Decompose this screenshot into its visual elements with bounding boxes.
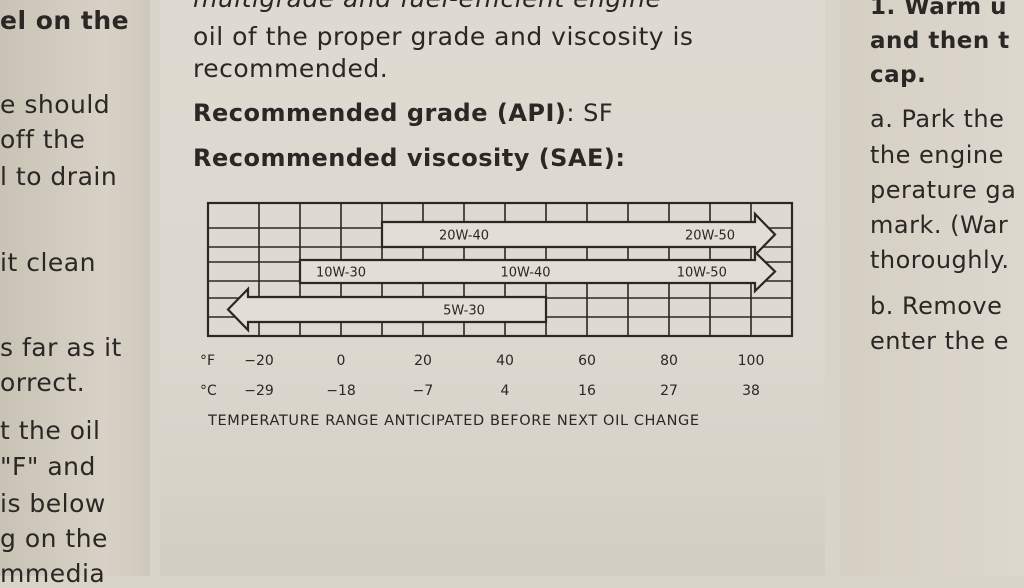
tick-label-c: 27	[660, 383, 678, 399]
band-label: 5W-30	[443, 304, 485, 319]
left-column-line: off the	[0, 125, 86, 154]
right-column-line: the engine	[870, 141, 1004, 169]
intro-line-3: recommended.	[193, 54, 389, 83]
band-arrow-2	[226, 286, 548, 333]
tick-label-c: 38	[742, 383, 760, 399]
band-label: 20W-40	[439, 229, 489, 244]
left-column-line: s far as it	[0, 333, 122, 362]
chart-bands: 20W-40 20W-50 10W-30 10W-40 10W-50 5W-30	[226, 211, 777, 333]
right-column-line: perature ga	[870, 176, 1017, 204]
grade-label: Recommended grade (API)	[193, 99, 567, 127]
band-arrow-0	[380, 211, 777, 258]
left-column-line: is below	[0, 489, 106, 518]
chart-caption: TEMPERATURE RANGE ANTICIPATED BEFORE NEX…	[207, 413, 700, 429]
chart-ticks: −20 0 20 40 60 80 100 −29 −18 −7 4 16 27 38	[244, 353, 764, 399]
tick-label-c: −18	[326, 383, 356, 399]
band-arrow-1	[298, 249, 777, 294]
right-column-line: 1. Warm u	[870, 0, 1008, 20]
viscosity-chart: 20W-40 20W-50 10W-30 10W-40 10W-50 5W-30 −20 0…	[200, 201, 794, 429]
band-label: 10W-40	[500, 266, 550, 281]
left-column-line: it clean	[0, 248, 96, 277]
tick-label-c: −29	[244, 383, 274, 399]
tick-label-c: 4	[501, 383, 510, 399]
left-column-line: e should	[0, 90, 111, 119]
right-column-line: a. Park the	[870, 105, 1005, 133]
intro-line-1: multigrade and fuel-efficient engine	[193, 0, 661, 13]
tick-label-f: 80	[660, 353, 678, 369]
tick-label-c: −7	[413, 383, 434, 399]
tick-label-f: 60	[578, 353, 596, 369]
right-column-line: b. Remove	[870, 292, 1003, 320]
left-column-line: orrect.	[0, 368, 86, 397]
right-column-line: and then t	[870, 28, 1010, 54]
grade-heading: Recommended grade (API): SF	[193, 99, 613, 127]
viscosity-heading: Recommended viscosity (SAE):	[193, 144, 626, 172]
right-column-line: cap.	[870, 62, 927, 88]
left-column	[0, 0, 150, 576]
axis-c-label: °C	[200, 383, 217, 399]
left-column-line: g on the	[0, 524, 108, 553]
left-column-line: el on the	[0, 6, 130, 35]
right-column	[840, 0, 1024, 576]
axis-f-label: °F	[200, 353, 215, 369]
intro-line-2: oil of the proper grade and viscosity is	[193, 22, 694, 51]
tick-label-f: 20	[414, 353, 432, 369]
right-column-line: thoroughly.	[870, 246, 1010, 274]
tick-label-c: 16	[578, 383, 596, 399]
tick-label-f: 100	[738, 353, 765, 369]
left-column-line: l to drain	[0, 162, 118, 191]
tick-label-f: 0	[337, 353, 346, 369]
right-column-line: enter the e	[870, 327, 1009, 355]
tick-label-f: 40	[496, 353, 514, 369]
band-label: 20W-50	[685, 229, 735, 244]
grade-value: : SF	[566, 99, 614, 127]
band-label: 10W-50	[677, 266, 727, 281]
tick-label-f: −20	[244, 353, 274, 369]
left-column-line: "F" and	[0, 452, 96, 481]
right-column-line: mark. (War	[870, 211, 1009, 239]
band-label: 10W-30	[316, 266, 366, 281]
left-column-line: t the oil	[0, 416, 101, 445]
